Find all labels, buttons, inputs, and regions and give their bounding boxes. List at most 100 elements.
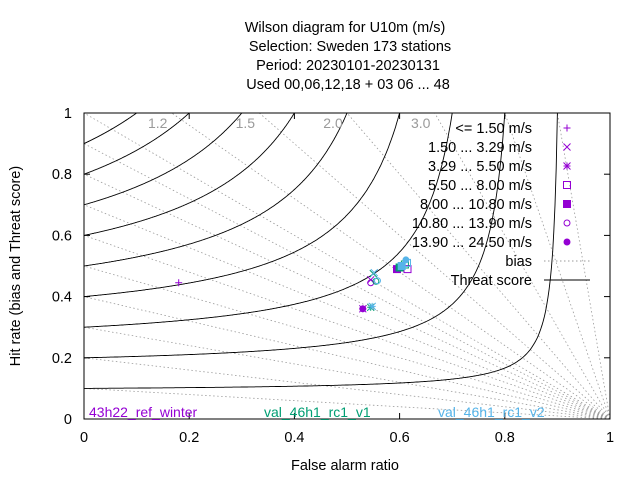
square-marker bbox=[563, 181, 571, 189]
bias-line bbox=[171, 112, 611, 420]
legend-entry: 3.29 ... 5.50 m/s bbox=[428, 159, 571, 175]
legend-entry: 1.50 ... 3.29 m/s bbox=[428, 140, 571, 156]
bias-line bbox=[259, 112, 611, 420]
bias-lines bbox=[83, 112, 611, 420]
legend-entry: 8.00 ... 10.80 m/s bbox=[420, 197, 571, 213]
legend-entry: 10.80 ... 13.90 m/s bbox=[412, 216, 571, 232]
legend-entry: Threat score bbox=[451, 273, 590, 289]
title-line-4: Used 00,06,12,18 + 03 06 ... 48 bbox=[246, 77, 450, 93]
bias-line bbox=[434, 112, 611, 420]
y-tick-label: 1 bbox=[64, 106, 72, 122]
chart-title: Wilson diagram for U10m (m/s) Selection:… bbox=[245, 20, 451, 93]
bias-label: 2.0 bbox=[323, 115, 343, 131]
circle-marker bbox=[374, 277, 381, 285]
filled-circle-marker bbox=[563, 238, 571, 246]
threat-score-curve bbox=[84, 112, 453, 328]
data-points bbox=[175, 256, 412, 313]
legend-entry: bias bbox=[505, 254, 590, 270]
plus-marker bbox=[175, 279, 183, 287]
star-marker bbox=[368, 302, 377, 311]
title-line-1: Wilson diagram for U10m (m/s) bbox=[245, 20, 446, 36]
x-tick-label: 0 bbox=[80, 430, 88, 446]
plot-frame bbox=[83, 112, 611, 420]
legend-label: 13.90 ... 24.50 m/s bbox=[412, 235, 532, 251]
threat-score-curve bbox=[83, 112, 190, 175]
legend: <= 1.50 m/s 1.50 ... 3.29 m/s 3.29 ... 5.5… bbox=[412, 121, 590, 289]
threat-score-curve bbox=[84, 112, 506, 359]
x-tick-label: 0.2 bbox=[179, 430, 199, 446]
data-point bbox=[359, 305, 367, 313]
experiment-label: 43h22_ref_winter bbox=[89, 404, 198, 420]
y-tick-label: 0.6 bbox=[52, 228, 72, 244]
experiment-labels: 43h22_ref_winter val_46h1_rc1_v1 val_46h1_… bbox=[89, 404, 545, 420]
experiment-label: val_46h1_rc1_v1 bbox=[264, 404, 371, 420]
legend-marker bbox=[563, 200, 571, 208]
threat-score-curves bbox=[83, 112, 558, 389]
bias-line bbox=[83, 112, 611, 420]
bias-labels: 1.2 1.5 2.0 3.0 bbox=[148, 115, 431, 131]
legend-marker bbox=[563, 181, 571, 189]
data-point bbox=[175, 279, 183, 287]
legend-label: 10.80 ... 13.90 m/s bbox=[412, 216, 532, 232]
threat-score-curve bbox=[83, 112, 137, 144]
experiment-label: val_46h1_rc1_v2 bbox=[438, 404, 545, 420]
y-axis-ticks: 0 0.2 0.4 0.6 0.8 1 bbox=[52, 106, 610, 428]
bias-line bbox=[346, 112, 611, 420]
y-tick-label: 0 bbox=[64, 412, 72, 428]
legend-label: <= 1.50 m/s bbox=[455, 121, 532, 137]
y-tick-label: 0.8 bbox=[52, 167, 72, 183]
bias-line bbox=[83, 357, 611, 420]
threat-score-curve bbox=[83, 112, 243, 206]
legend-label: Threat score bbox=[451, 273, 532, 289]
filled-square-marker bbox=[397, 262, 406, 270]
bias-line bbox=[83, 235, 611, 420]
star-marker bbox=[563, 162, 571, 170]
data-point bbox=[402, 256, 410, 264]
filled-circle-marker bbox=[359, 305, 367, 313]
legend-label: 3.29 ... 5.50 m/s bbox=[428, 159, 532, 175]
legend-entry: <= 1.50 m/s bbox=[455, 121, 571, 137]
bias-label: 3.0 bbox=[411, 115, 431, 131]
legend-marker bbox=[563, 124, 571, 132]
y-axis-label: Hit rate (bias and Threat score) bbox=[8, 166, 24, 366]
title-line-3: Period: 20230101-20230131 bbox=[256, 58, 440, 74]
data-point bbox=[370, 268, 379, 277]
threat-score-curve bbox=[83, 112, 348, 267]
legend-label: 8.00 ... 10.80 m/s bbox=[420, 197, 532, 213]
x-tick-label: 1 bbox=[606, 430, 614, 446]
x-tick-label: 0.4 bbox=[284, 430, 304, 446]
threat-score-curve bbox=[83, 112, 295, 236]
bias-line bbox=[83, 265, 611, 420]
data-point bbox=[374, 277, 381, 285]
data-point bbox=[368, 302, 377, 311]
data-point bbox=[397, 262, 406, 270]
bias-line bbox=[83, 143, 611, 420]
circle-marker bbox=[563, 219, 571, 227]
cross-marker bbox=[563, 143, 571, 151]
threat-score-curve bbox=[84, 112, 558, 389]
legend-label: bias bbox=[505, 254, 532, 270]
legend-marker bbox=[563, 238, 571, 246]
legend-marker bbox=[563, 162, 571, 170]
legend-label: 5.50 ... 8.00 m/s bbox=[428, 178, 532, 194]
legend-marker bbox=[563, 143, 571, 151]
legend-marker bbox=[563, 219, 571, 227]
bias-label: 1.2 bbox=[148, 115, 168, 131]
x-axis-ticks: 0 0.2 0.4 0.6 0.8 1 bbox=[80, 113, 614, 446]
threat-score-curve bbox=[83, 112, 401, 298]
x-tick-label: 0.8 bbox=[495, 430, 515, 446]
y-tick-label: 0.2 bbox=[52, 351, 72, 367]
bias-line bbox=[83, 326, 611, 420]
title-line-2: Selection: Sweden 173 stations bbox=[249, 39, 451, 55]
legend-entry: 13.90 ... 24.50 m/s bbox=[412, 235, 571, 251]
bias-line bbox=[83, 296, 611, 420]
cross-marker bbox=[370, 268, 379, 277]
x-axis-label: False alarm ratio bbox=[291, 458, 399, 474]
filled-circle-marker bbox=[402, 256, 410, 264]
bias-label: 1.5 bbox=[236, 115, 256, 131]
bias-line bbox=[83, 204, 611, 420]
bias-line bbox=[83, 173, 611, 420]
legend-entry: 5.50 ... 8.00 m/s bbox=[428, 178, 571, 194]
